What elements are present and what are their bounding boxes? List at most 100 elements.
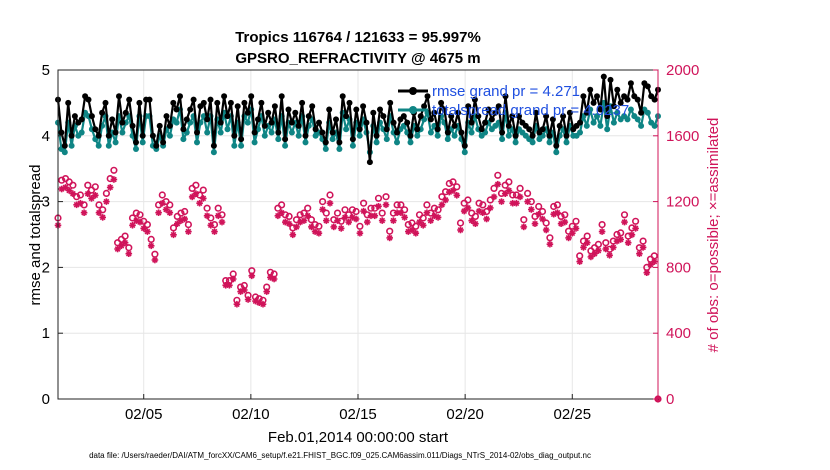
obs-possible-point-33: [177, 209, 185, 217]
legend-spread-marker: [409, 106, 417, 114]
obs-assimilated-stroke: [602, 246, 609, 252]
obs-assimilated-stroke: [66, 187, 73, 194]
obs-assimilated-stroke: [81, 209, 87, 216]
rmse-point-123: [471, 96, 478, 103]
spread-point-133: [505, 132, 512, 139]
y-right-tick-label-3: 1200: [666, 194, 699, 211]
obs-assimilated-point-42: [211, 228, 218, 235]
rmse-point-58: [251, 129, 258, 136]
obs-assimilated-point-6: [77, 199, 84, 207]
rmse-series: [55, 73, 661, 166]
obs-assimilated-point-155: [632, 225, 639, 232]
obs-possible-point-94: [404, 221, 412, 229]
obs-assimilated-point-130: [539, 215, 546, 223]
rmse-point-169: [627, 80, 634, 87]
obs-assimilated-stroke: [520, 224, 527, 230]
spread-point-65: [275, 136, 282, 143]
rmse-point-129: [492, 109, 499, 116]
rmse-point-99: [390, 119, 397, 126]
obs-possible-point-130: [538, 207, 547, 216]
rmse-point-154: [577, 119, 583, 126]
rmse-point-132: [502, 93, 509, 100]
obs-assimilated-stroke: [524, 198, 531, 205]
obs-assimilated-point-67: [304, 212, 312, 220]
obs-assimilated-stroke: [155, 209, 162, 216]
rmse-point-88: [353, 106, 360, 113]
obs-assimilated-point-81: [356, 229, 364, 237]
spread-point-58: [251, 139, 258, 146]
obs-assimilated-point-27: [155, 209, 162, 216]
spread-point-25: [139, 139, 146, 146]
obs-possible-point-20: [128, 214, 137, 222]
spread-point-159: [594, 113, 600, 120]
spread-point-41: [194, 139, 200, 146]
spread-point-100: [394, 139, 400, 146]
rmse-point-157: [587, 86, 594, 93]
obs-assimilated-point-136: [561, 218, 569, 226]
obs-assimilated-point-37: [192, 190, 200, 197]
spread-point-117: [451, 132, 458, 139]
obs-assimilated-point-73: [326, 199, 334, 207]
spread-point-104: [407, 139, 414, 146]
obs-assimilated-stroke: [539, 216, 546, 222]
obs-assimilated-point-41: [207, 222, 215, 229]
obs-assimilated-point-148: [606, 252, 613, 259]
rmse-point-29: [153, 142, 160, 149]
obs-assimilated-stroke: [494, 181, 501, 188]
rmse-point-66: [278, 93, 285, 100]
obs-assimilated-point-107: [453, 192, 461, 199]
spread-point-50: [224, 126, 231, 133]
obs-possible-point-139: [572, 217, 580, 225]
obs-assimilated-stroke: [260, 301, 266, 308]
obs-possible-point-134: [553, 201, 562, 209]
spread-point-158: [590, 119, 597, 126]
obs-assimilated-point-71: [319, 206, 326, 213]
rmse-point-145: [546, 132, 553, 139]
spread-point-85: [343, 126, 350, 133]
obs-assimilated-stroke: [226, 282, 233, 289]
obs-possible-point-75: [333, 209, 342, 217]
rmse-point-34: [170, 99, 177, 106]
obs-assimilated-stroke: [442, 197, 449, 203]
obs-possible-point-18: [121, 232, 129, 240]
obs-assimilated-point-97: [416, 218, 423, 226]
obs-assimilated-stroke: [137, 219, 143, 225]
obs-assimilated-stroke: [204, 212, 210, 219]
rmse-point-148: [556, 122, 563, 129]
obs-possible-point-157: [639, 237, 647, 245]
x-tick-label-0: 02/05: [125, 406, 163, 423]
obs-possible-point-155: [631, 217, 640, 225]
obs-assimilated-point-26: [151, 256, 159, 264]
rmse-line: [56, 75, 660, 164]
obs-possible-point-61: [281, 211, 289, 219]
obs-assimilated-point-68: [308, 223, 315, 231]
obs-assimilated-stroke: [479, 209, 486, 216]
obs-assimilated-stroke: [215, 212, 222, 219]
rmse-point-84: [339, 93, 346, 100]
obs-assimilated-point-96: [412, 229, 420, 237]
obs-assimilated-stroke: [636, 250, 643, 257]
obs-possible-point-4: [69, 181, 77, 189]
obs-assimilated-stroke: [483, 216, 490, 222]
rmse-point-109: [424, 93, 431, 100]
obs-assimilated-point-124: [516, 193, 524, 201]
obs-possible-point-80: [352, 207, 360, 216]
rmse-point-139: [526, 126, 533, 133]
obs-assimilated-point-11: [95, 209, 103, 216]
rmse-point-117: [451, 122, 458, 129]
rmse-point-131: [499, 129, 506, 136]
obs-assimilated-stroke: [338, 225, 345, 232]
obs-assimilated-point-121: [505, 187, 513, 194]
spread-point-33: [166, 132, 173, 139]
rmse-point-95: [377, 106, 383, 113]
obs-assimilated-point-139: [572, 225, 580, 232]
obs-assimilated-point-51: [244, 296, 252, 303]
obs-assimilated-stroke: [643, 269, 650, 276]
rmse-point-79: [322, 139, 329, 146]
spread-point-169: [627, 106, 634, 113]
rmse-point-44: [204, 116, 211, 123]
obs-assimilated-stroke: [62, 184, 69, 191]
obs-assimilated-stroke: [286, 220, 292, 227]
obs-assimilated-stroke: [327, 200, 333, 207]
